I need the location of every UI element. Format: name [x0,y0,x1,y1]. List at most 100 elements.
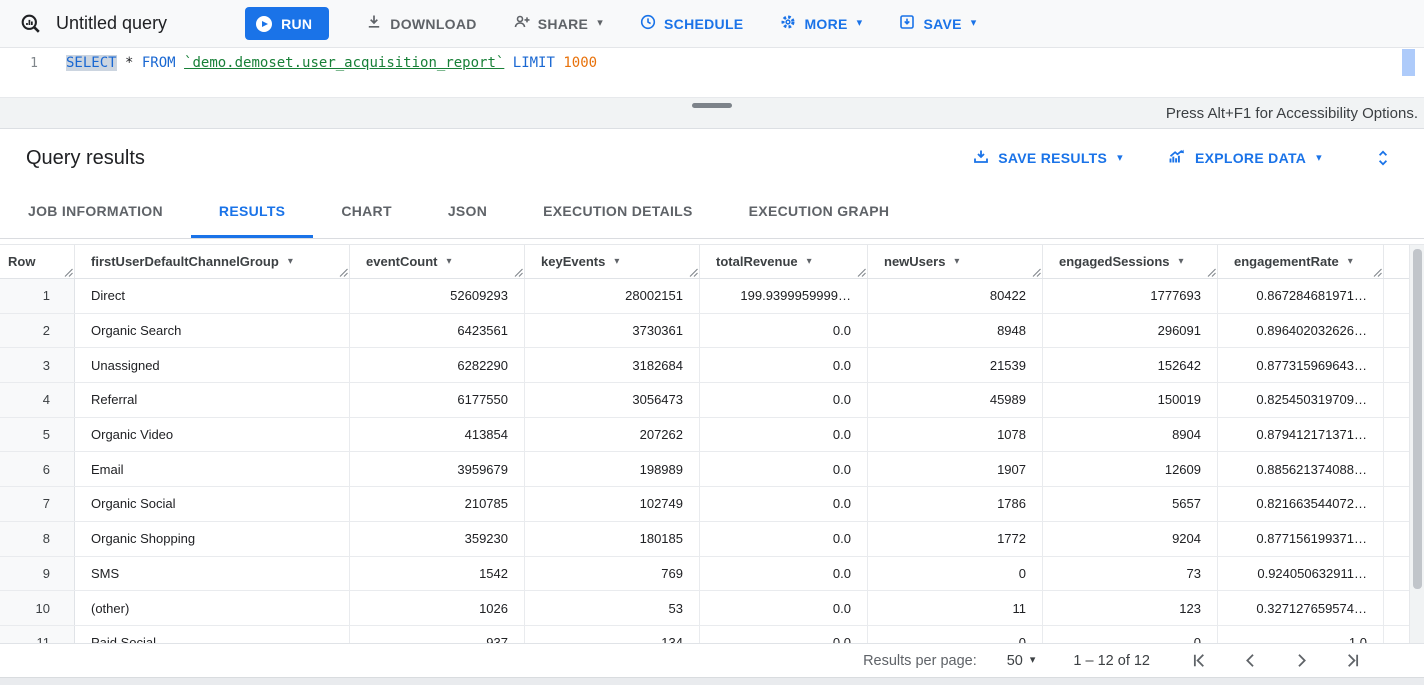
tab-json[interactable]: JSON [447,203,488,219]
cell-engagementRate: 0.877315969643… [1218,348,1384,383]
column-menu-caret[interactable]: ▾ [446,256,452,267]
cell-firstUserDefaultChannelGroup: Organic Shopping [75,521,350,556]
person-add-icon [513,13,531,34]
query-tab-icon [20,13,42,35]
column-resize-handle[interactable] [1032,268,1041,277]
cell-firstUserDefaultChannelGroup: Organic Video [75,417,350,452]
cell-totalRevenue: 0.0 [700,591,868,625]
cell-engagementRate: 0.877156199371… [1218,521,1384,556]
splitter-bar: Press Alt+F1 for Accessibility Options. [0,97,1424,129]
gear-icon [779,13,797,34]
cell-newUsers: 1907 [868,452,1043,487]
column-resize-handle[interactable] [857,268,866,277]
row-number-cell: 8 [0,521,75,556]
save-results-button[interactable]: SAVE RESULTS ▾ [972,148,1123,169]
column-resize-handle[interactable] [64,268,73,277]
more-button-label: MORE [804,15,848,32]
cell-keyEvents: 180185 [525,521,700,556]
expand-results-button[interactable] [1374,148,1392,168]
save-icon [898,13,916,34]
sql-token: LIMIT [512,55,555,71]
column-header-eventCount[interactable]: eventCount ▾ [350,245,525,278]
page-size-dropdown[interactable]: 50 ▾ [1007,653,1036,669]
cell-engagedSessions: 73 [1043,556,1218,591]
cell-keyEvents: 3056473 [525,383,700,417]
run-button-label: RUN [281,15,313,32]
sql-editor[interactable]: 1 SELECT * FROM `demo.demoset.user_acqui… [0,48,1424,97]
editor-scrollbar-thumb[interactable] [1402,49,1415,76]
download-button-label: DOWNLOAD [390,15,477,32]
column-header-engagementRate[interactable]: engagementRate ▾ [1218,245,1384,278]
column-resize-handle[interactable] [1373,268,1382,277]
schedule-button-label: SCHEDULE [664,15,744,32]
column-label: eventCount [366,254,438,269]
cell-keyEvents: 134 [525,625,700,643]
cell-engagementRate: 0.896402032626… [1218,313,1384,348]
last-page-button[interactable] [1343,651,1362,670]
row-number-cell: 7 [0,487,75,521]
previous-page-button[interactable] [1241,651,1260,670]
cell-eventCount: 1026 [350,591,525,625]
table-scrollbar-thumb[interactable] [1413,249,1422,589]
cell-firstUserDefaultChannelGroup: Paid Social [75,625,350,643]
download-button[interactable]: DOWNLOAD [365,13,476,34]
cell-firstUserDefaultChannelGroup: Unassigned [75,348,350,383]
cell-eventCount: 413854 [350,417,525,452]
results-tabbar: JOB INFORMATION RESULTS CHART JSON EXECUTION… [0,187,1424,239]
column-header-newUsers[interactable]: newUsers ▾ [868,245,1043,278]
more-button[interactable]: MORE ▾ [779,13,862,34]
explore-data-button[interactable]: EXPLORE DATA ▾ [1167,148,1322,169]
splitter-handle[interactable] [692,103,732,108]
cell-totalRevenue: 0.0 [700,417,868,452]
cell-newUsers: 45989 [868,383,1043,417]
table-row: 4 Referral 6177550 3056473 0.0 45989 150019 0.8… [0,383,1424,418]
column-menu-caret[interactable]: ▾ [614,256,620,267]
cell-engagedSessions: 8904 [1043,417,1218,452]
column-menu-caret[interactable]: ▾ [287,256,293,267]
tab-results[interactable]: RESULTS [190,187,314,238]
row-number-cell: 4 [0,383,75,417]
table-scrollbar[interactable] [1409,245,1424,643]
cell-keyEvents: 207262 [525,417,700,452]
column-menu-caret[interactable]: ▾ [1347,256,1353,267]
column-header-keyEvents[interactable]: keyEvents ▾ [525,245,700,278]
table-row: 1 Direct 52609293 28002151 199.9399959999… 80… [0,279,1424,314]
tab-job-information[interactable]: JOB INFORMATION [28,203,163,219]
column-resize-handle[interactable] [1207,268,1216,277]
next-page-button[interactable] [1292,651,1311,670]
column-label: firstUserDefaultChannelGroup [91,254,279,269]
run-button[interactable]: RUN [245,7,330,40]
results-table: Row firstUserDefaultChannelGroup ▾ eventCou… [0,244,1424,643]
column-resize-handle[interactable] [514,268,523,277]
query-results-title: Query results [26,146,145,169]
cell-firstUserDefaultChannelGroup: Organic Social [75,487,350,521]
share-button[interactable]: SHARE ▾ [513,13,603,34]
column-header-Row[interactable]: Row [0,245,75,278]
cell-keyEvents: 53 [525,591,700,625]
column-menu-caret[interactable]: ▾ [806,256,812,267]
column-menu-caret[interactable]: ▾ [1178,256,1184,267]
cell-firstUserDefaultChannelGroup: Direct [75,279,350,313]
schedule-button[interactable]: SCHEDULE [639,13,743,34]
column-header-totalRevenue[interactable]: totalRevenue ▾ [700,245,868,278]
query-editor-toolbar: Untitled query RUN DOWNLOAD SHARE ▾ [0,0,1424,48]
tab-execution-details[interactable]: EXECUTION DETAILS [543,203,693,219]
chevron-down-icon: ▾ [1117,151,1123,164]
tab-chart[interactable]: CHART [341,203,392,219]
column-resize-handle[interactable] [339,268,348,277]
cell-keyEvents: 3182684 [525,348,700,383]
first-page-button[interactable] [1190,651,1209,670]
save-button[interactable]: SAVE ▾ [898,13,976,34]
cell-keyEvents: 3730361 [525,313,700,348]
column-menu-caret[interactable]: ▾ [954,256,960,267]
cell-eventCount: 937 [350,625,525,643]
pager-controls [1190,651,1362,670]
tab-execution-graph[interactable]: EXECUTION GRAPH [748,203,890,219]
sql-token [176,55,184,71]
sql-token [504,55,512,71]
chevron-down-icon: ▾ [1316,151,1322,164]
column-resize-handle[interactable] [689,268,698,277]
column-header-firstUserDefaultChannelGroup[interactable]: firstUserDefaultChannelGroup ▾ [75,245,350,278]
column-header-engagedSessions[interactable]: engagedSessions ▾ [1043,245,1218,278]
table-body: 1 Direct 52609293 28002151 199.9399959999… 80… [0,279,1424,643]
